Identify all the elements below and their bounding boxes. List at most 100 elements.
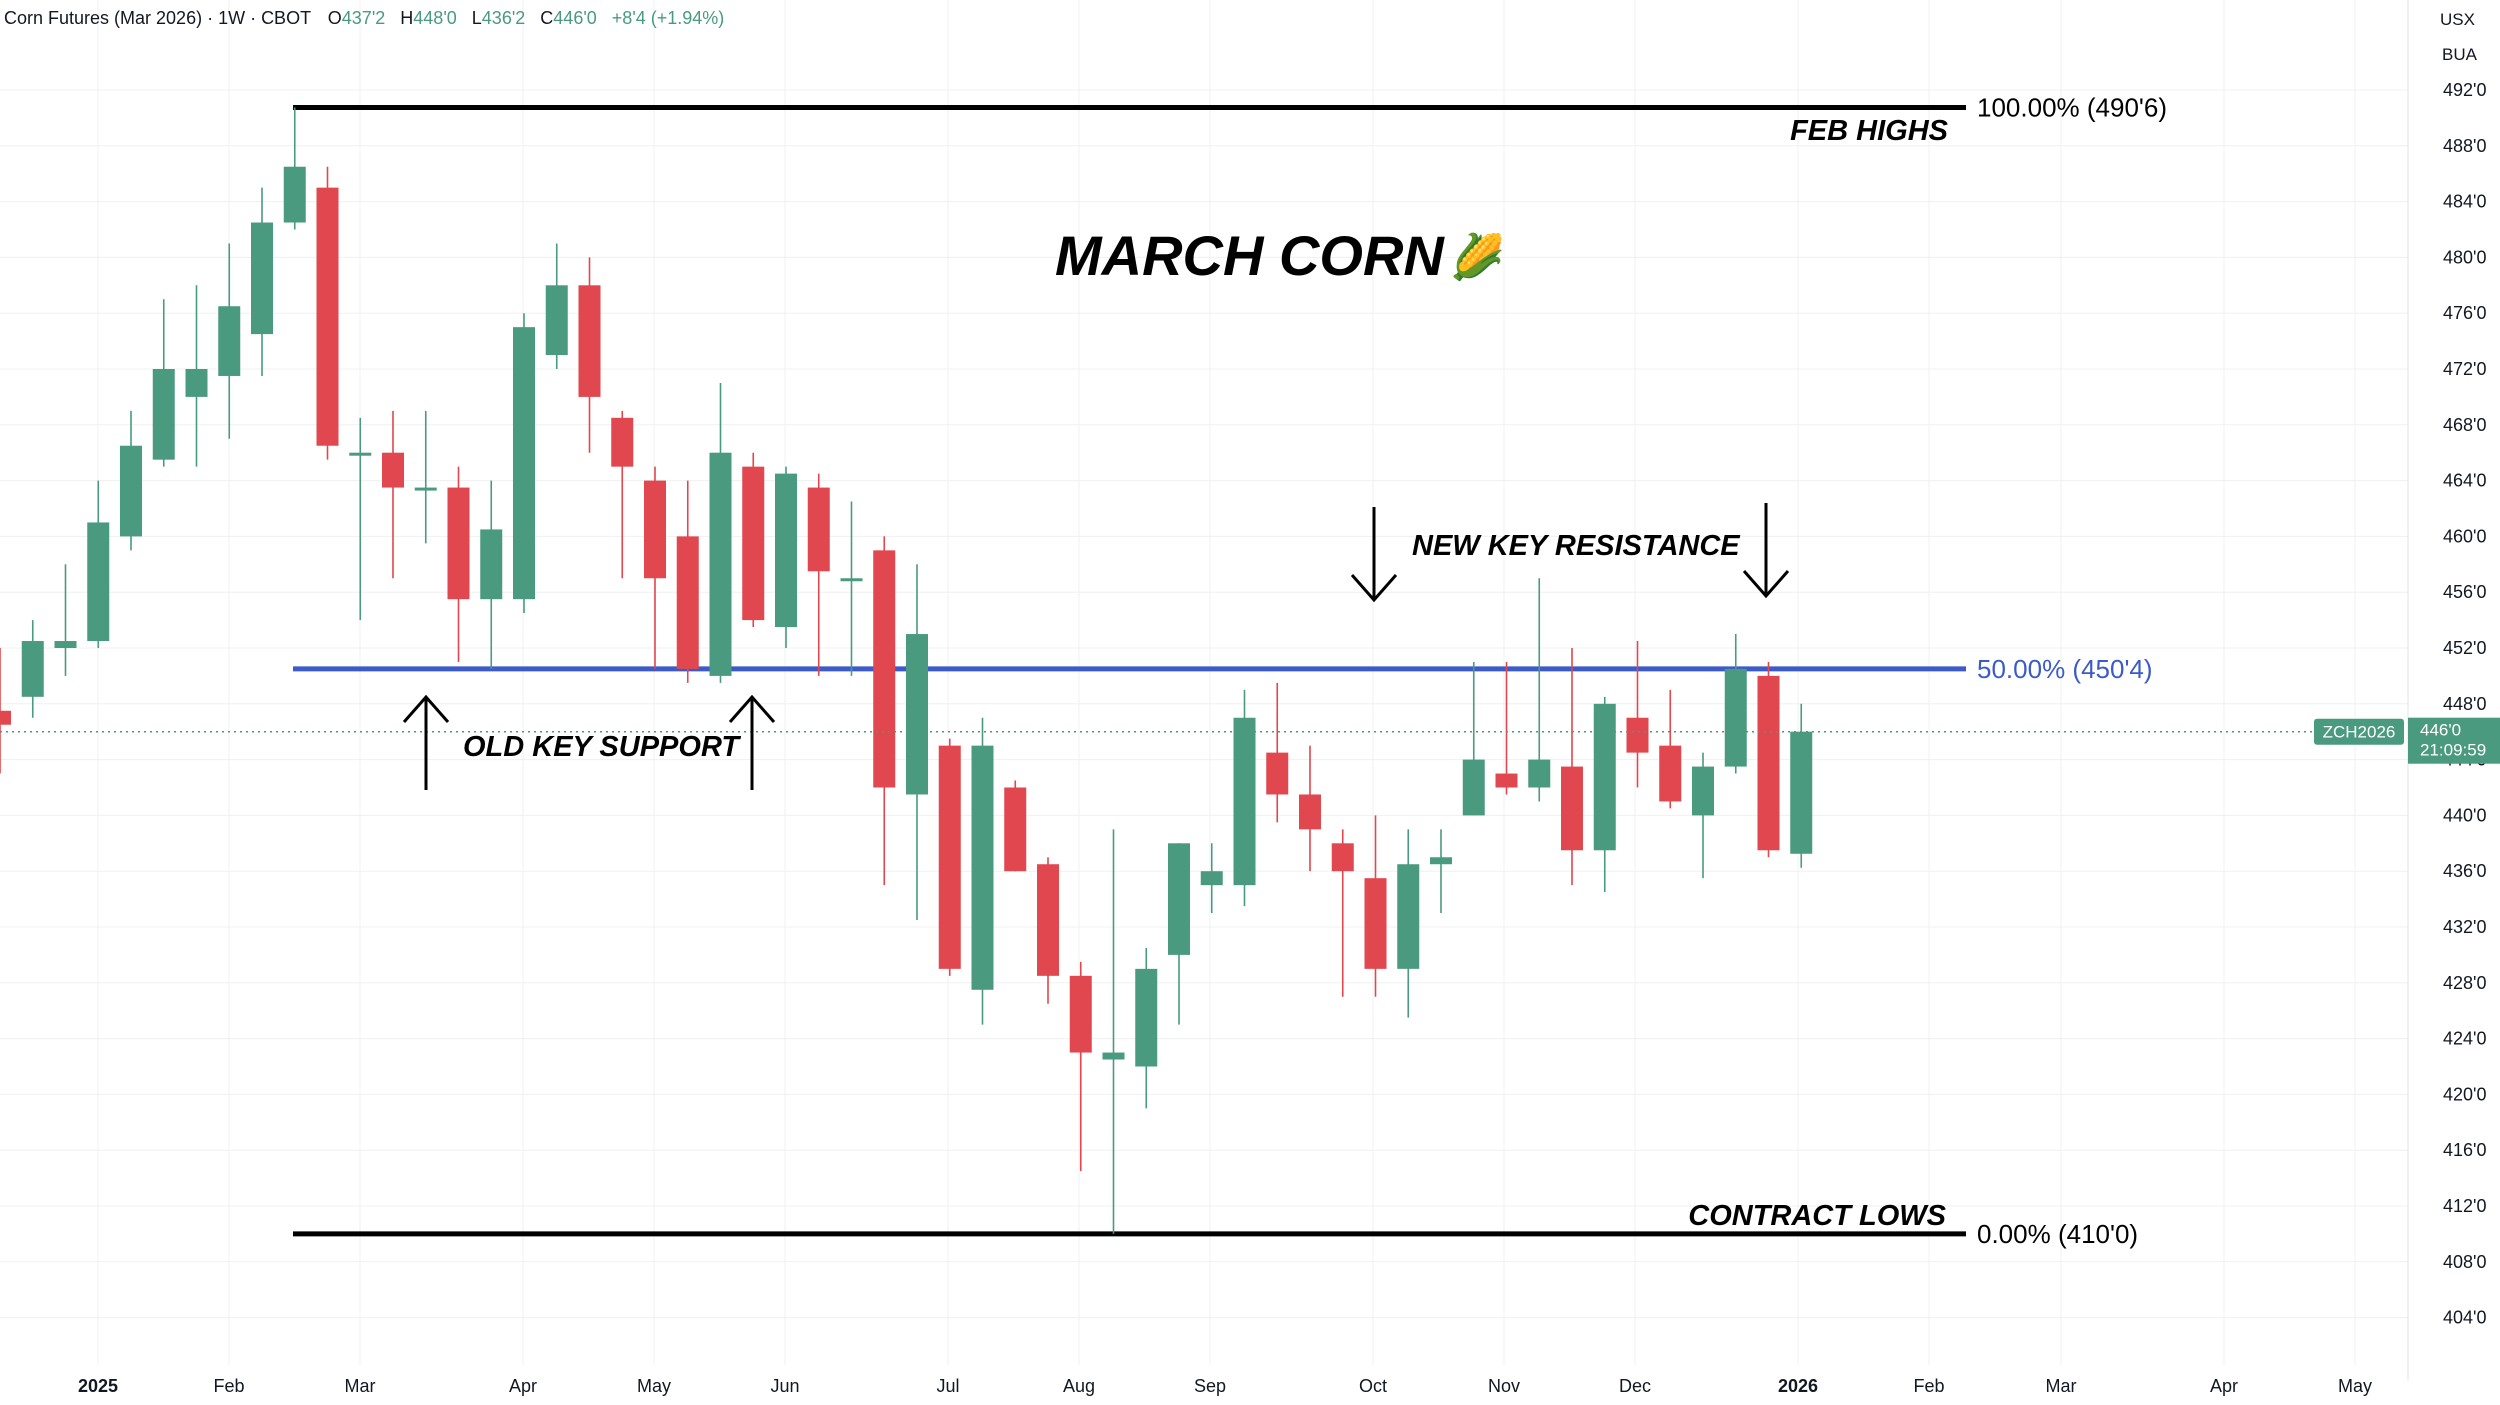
candle <box>1397 829 1420 1018</box>
candle <box>447 466 470 662</box>
price-tick-label: 452'0 <box>2443 638 2486 658</box>
support-arrow-right <box>728 694 776 790</box>
low-key: L <box>472 8 482 28</box>
time-tick-label: Jun <box>770 1376 799 1396</box>
candle-body <box>1561 766 1583 851</box>
fib-lines: 100.00% (490'6) 50.00% (450'4) 0.00% (410'… <box>293 92 2167 1249</box>
candle <box>283 107 306 230</box>
price-tick-label: 460'0 <box>2443 526 2486 546</box>
candle <box>775 466 797 648</box>
time-tick-label: May <box>637 1376 671 1396</box>
candle-body <box>807 487 830 572</box>
candle <box>1790 703 1813 868</box>
price-tick-label: 472'0 <box>2443 359 2486 379</box>
candle-body <box>1659 745 1682 802</box>
candle <box>21 620 44 718</box>
candle <box>1528 578 1551 802</box>
candle-body <box>0 710 11 725</box>
candle-body <box>1233 717 1256 886</box>
candle-body <box>906 634 928 795</box>
candle <box>1659 689 1682 809</box>
time-tick-label: Mar <box>2046 1376 2077 1396</box>
candle <box>185 285 208 467</box>
price-tick-label: 420'0 <box>2443 1084 2486 1104</box>
candle-body <box>1364 878 1387 969</box>
candle <box>1004 780 1027 872</box>
candle-body <box>1724 668 1747 767</box>
candle-body <box>775 473 797 628</box>
candle <box>251 187 273 376</box>
candle <box>709 382 732 683</box>
time-tick-label: Sep <box>1194 1376 1226 1396</box>
candle-body <box>676 536 699 669</box>
candle <box>1135 947 1158 1109</box>
symbol-tag-text: ZCH2026 <box>2323 723 2396 742</box>
current-price-text: 446'0 <box>2420 721 2461 740</box>
candle <box>644 466 666 669</box>
candle <box>54 564 77 676</box>
symbol-info: Corn Futures (Mar 2026) · 1W · CBOT <box>4 8 311 28</box>
feb-highs-label: FEB HIGHS <box>1790 115 1949 147</box>
candle-body <box>152 369 175 460</box>
price-axis: 404'0 408'0 412'0 416'0 420'0 424'0 428'0 432'0… <box>2443 80 2486 1328</box>
candle <box>1626 641 1649 788</box>
candle-body <box>709 452 732 676</box>
old-key-support-label: OLD KEY SUPPORT <box>463 731 741 763</box>
close-key: C <box>540 8 553 28</box>
chart-title: MARCH CORN <box>1055 224 1445 287</box>
candle <box>1561 648 1583 886</box>
candle-body <box>1593 703 1616 851</box>
fib-level-label: 0.00% (410'0) <box>1977 1219 2138 1249</box>
candle <box>611 410 634 579</box>
price-tick-label: 484'0 <box>2443 192 2486 212</box>
candle-body <box>1331 843 1354 872</box>
time-tick-label: Aug <box>1063 1376 1095 1396</box>
candle <box>349 417 372 621</box>
candle-body <box>1168 843 1190 955</box>
price-tick-label: 416'0 <box>2443 1140 2486 1160</box>
candle <box>578 257 601 453</box>
resistance-arrow-right <box>1742 503 1790 599</box>
currency-label[interactable]: USX <box>2440 10 2475 29</box>
time-tick-label: Dec <box>1619 1376 1651 1396</box>
candle <box>1364 815 1387 997</box>
price-tick-label: 404'0 <box>2443 1308 2486 1328</box>
resistance-arrow-left <box>1350 507 1398 603</box>
candle-body <box>1266 752 1289 795</box>
candle <box>545 243 568 369</box>
unit-label[interactable]: BUA <box>2442 45 2478 64</box>
candle <box>1462 661 1485 816</box>
candle-body <box>349 452 372 456</box>
candle <box>938 738 961 976</box>
candle-body <box>414 487 437 491</box>
fib-level-label: 100.00% (490'6) <box>1977 92 2167 122</box>
time-axis: 2025 Feb Mar Apr May Jun Jul Aug Sep Oct Nov Dec 202… <box>78 1376 2372 1396</box>
candle <box>1757 661 1780 858</box>
time-tick-label: Apr <box>2210 1376 2238 1396</box>
candle <box>218 243 241 439</box>
open-value: 437'2 <box>342 8 385 28</box>
candle <box>1331 829 1354 997</box>
candle-body <box>283 166 306 223</box>
price-tick-label: 428'0 <box>2443 973 2486 993</box>
candle <box>414 410 437 544</box>
change-value: +8'4 (+1.94%) <box>612 8 725 28</box>
price-tick-label: 432'0 <box>2443 917 2486 937</box>
candle <box>382 410 404 579</box>
contract-lows-label: CONTRACT LOWS <box>1688 1200 1946 1232</box>
support-arrow-left <box>402 694 450 790</box>
candle <box>0 648 11 774</box>
candle-body <box>447 487 470 600</box>
candle-body <box>545 285 568 356</box>
price-tick-label: 464'0 <box>2443 471 2486 491</box>
price-tick-label: 492'0 <box>2443 80 2486 100</box>
candle-body <box>1626 717 1649 753</box>
candle <box>1495 661 1518 795</box>
candle <box>1200 843 1223 914</box>
candle-body <box>21 641 44 697</box>
price-tick-label: 424'0 <box>2443 1029 2486 1049</box>
candle-body <box>54 641 77 648</box>
candle-body <box>1757 675 1780 851</box>
candle-body <box>1790 731 1813 854</box>
grid <box>0 0 2408 1365</box>
